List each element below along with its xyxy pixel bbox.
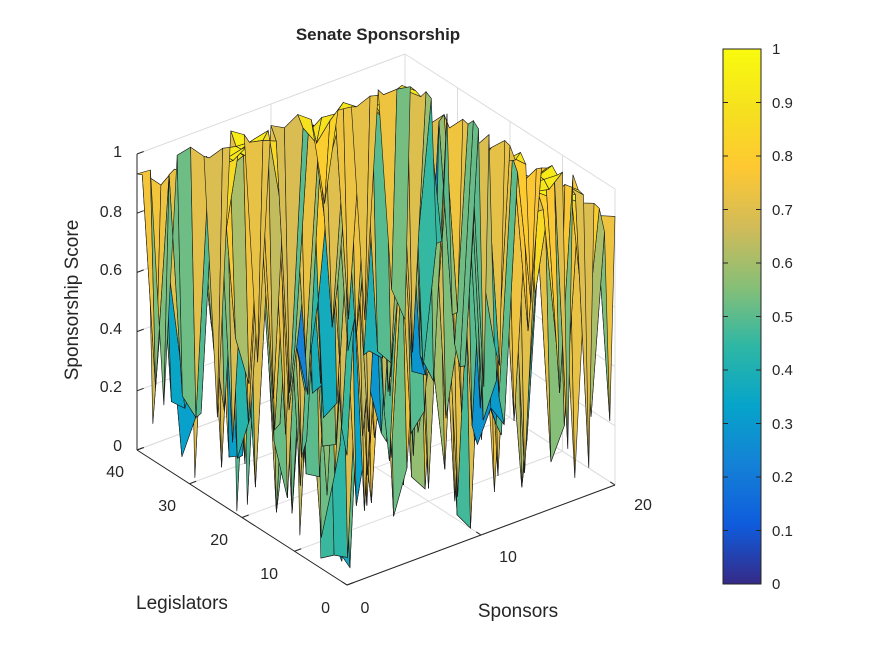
surface-patch	[391, 86, 411, 320]
x-tick-label: 10	[499, 549, 517, 566]
z-tick-mark	[136, 328, 144, 333]
y-tick-mark	[294, 548, 302, 552]
colorbar-tick-label: 0.5	[772, 309, 793, 326]
z-tick-label: 0	[113, 438, 122, 455]
x-tick-mark	[342, 581, 348, 586]
y-tick-label: 10	[260, 566, 278, 583]
y-tick-label: 30	[158, 498, 176, 515]
z-axis-label: Sponsorship Score	[62, 220, 83, 381]
x-tick-mark	[476, 531, 482, 536]
colorbar-tick-label: 0	[772, 576, 780, 593]
surface-plot	[136, 85, 616, 569]
colorbar-tick-label: 0.2	[772, 469, 793, 486]
axes	[136, 151, 616, 586]
z-tick-label: 0.4	[100, 321, 122, 338]
x-axis-label: Sponsors	[478, 601, 558, 622]
z-tick-mark	[136, 269, 144, 273]
x-tick-label: 0	[361, 600, 370, 617]
y-tick-mark	[241, 514, 249, 518]
z-tick-mark	[136, 447, 144, 451]
z-axis-ticks: 0 0.2 0.4 0.6 0.8 1	[100, 144, 122, 455]
y-axis-ticks: 0 10 20 30 40	[106, 464, 330, 617]
y-tick-label: 0	[321, 600, 330, 617]
y-tick-label: 40	[106, 464, 124, 481]
colorbar-tick-label: 0.3	[772, 416, 793, 433]
z-tick-label: 0.6	[100, 262, 122, 279]
colorbar-tick-label: 0.7	[772, 202, 793, 219]
x-axis-ticks: 0 10 20	[361, 497, 652, 617]
z-tick-mark	[136, 387, 144, 392]
colorbar-ticks: 0 0.1 0.2 0.3 0.4 0.5 0.6 0.7 0.8 0.9 1	[723, 41, 793, 593]
y-tick-mark	[346, 582, 354, 586]
z-tick-mark	[136, 210, 144, 214]
y-tick-label: 20	[210, 532, 228, 549]
z-tick-mark	[136, 151, 144, 155]
colorbar-tick-label: 0.6	[772, 255, 793, 272]
z-tick-label: 0.8	[100, 204, 122, 221]
x-tick-label: 20	[634, 497, 652, 514]
x-tick-mark	[610, 481, 616, 486]
z-tick-label: 1	[113, 144, 122, 161]
colorbar-tick-label: 0.4	[772, 362, 793, 379]
z-tick-label: 0.2	[100, 379, 122, 396]
y-axis-label: Legislators	[136, 593, 228, 614]
chart-title: Senate Sponsorship	[296, 25, 460, 44]
y-tick-mark	[189, 480, 197, 485]
colorbar-tick-label: 0.8	[772, 148, 793, 165]
colorbar-tick-label: 0.1	[772, 523, 793, 540]
colorbar-tick-label: 1	[772, 41, 780, 58]
colorbar-gradient	[722, 48, 762, 585]
colorbar-tick-label: 0.9	[772, 95, 793, 112]
colorbar: 0 0.1 0.2 0.3 0.4 0.5 0.6 0.7 0.8 0.9 1	[722, 41, 793, 593]
